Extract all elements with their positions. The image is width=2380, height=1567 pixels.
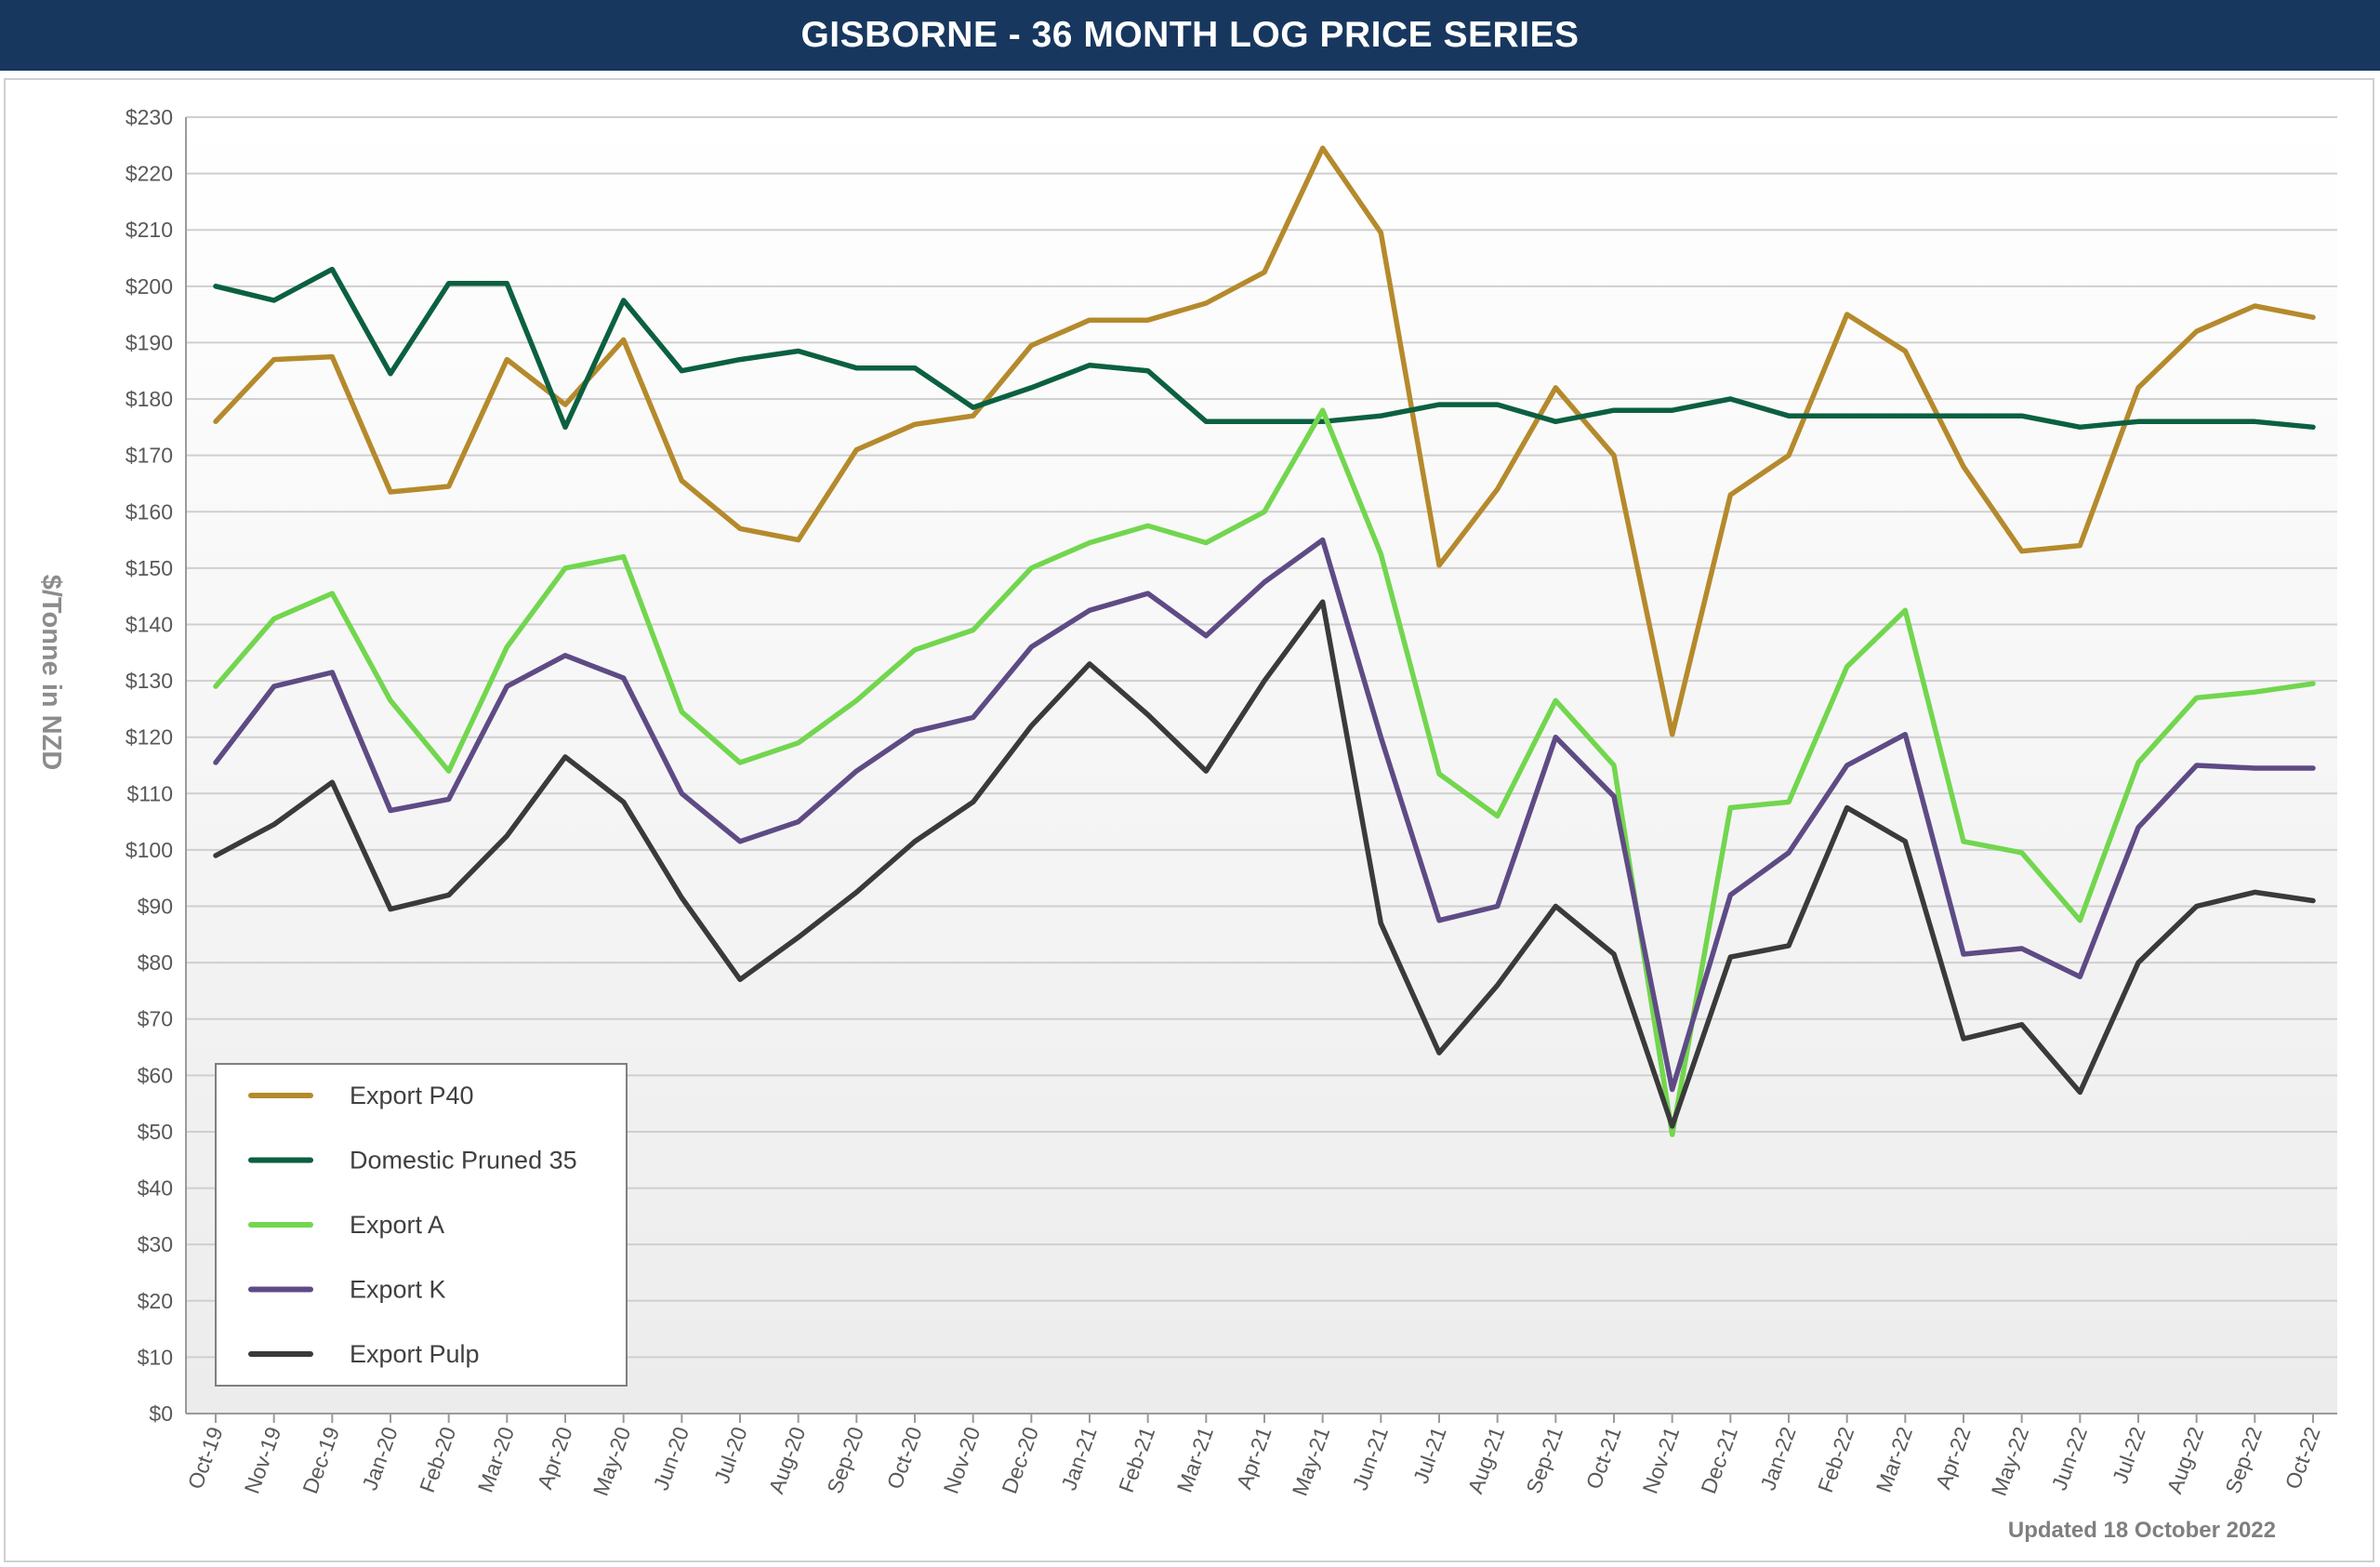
series-line-export-a bbox=[213, 407, 2316, 1137]
y-tick-label: $140 bbox=[126, 612, 173, 636]
x-tick-label: Jul-20 bbox=[709, 1424, 752, 1487]
x-tick-label: Apr-21 bbox=[1232, 1424, 1276, 1493]
x-tick-label: Nov-19 bbox=[240, 1424, 286, 1497]
x-tick-label: Jul-21 bbox=[1408, 1424, 1451, 1487]
y-tick-label: $150 bbox=[126, 556, 173, 580]
x-tick-label: Oct-21 bbox=[1581, 1424, 1626, 1493]
x-tick-label: Jun-21 bbox=[1348, 1424, 1393, 1494]
chart-title-bar: GISBORNE - 36 MONTH LOG PRICE SERIES bbox=[0, 0, 2380, 71]
legend-label: Export A bbox=[350, 1211, 444, 1239]
y-tick-label: $160 bbox=[126, 499, 173, 524]
x-tick-label: Feb-20 bbox=[415, 1424, 460, 1495]
x-tick-label: Aug-21 bbox=[1463, 1424, 1510, 1497]
price-line-chart: $0 $10 $20 $30 $40 $50 $60 $70 $80 $90 $100 $110 $12… bbox=[36, 105, 2337, 1499]
x-tick-label: Mar-21 bbox=[1172, 1424, 1218, 1495]
x-tick-label: Jul-22 bbox=[2108, 1424, 2150, 1487]
x-tick-label: Sep-20 bbox=[822, 1424, 868, 1497]
x-tick-label: May-20 bbox=[588, 1424, 636, 1499]
x-tick-label: Oct-19 bbox=[183, 1424, 228, 1493]
x-tick-label: Jun-22 bbox=[2047, 1424, 2092, 1494]
x-tick-label: Jan-22 bbox=[1755, 1424, 1800, 1494]
y-tick-label: $60 bbox=[138, 1063, 173, 1087]
y-tick-label: $180 bbox=[126, 387, 173, 411]
x-tick-label: Sep-22 bbox=[2220, 1424, 2267, 1497]
y-tick-label: $10 bbox=[138, 1345, 173, 1369]
y-tick-label: $0 bbox=[149, 1401, 173, 1426]
x-tick-label: Oct-20 bbox=[882, 1424, 927, 1493]
series-line-domestic-pruned-35 bbox=[213, 266, 2316, 431]
y-tick-label: $50 bbox=[138, 1120, 173, 1144]
x-tick-label: Dec-21 bbox=[1696, 1424, 1742, 1497]
legend-label: Export P40 bbox=[350, 1082, 474, 1109]
x-tick-label: Sep-21 bbox=[1521, 1424, 1567, 1497]
x-tick-label: Mar-20 bbox=[473, 1424, 519, 1495]
y-tick-label: $30 bbox=[138, 1232, 173, 1256]
y-tick-label: $200 bbox=[126, 274, 173, 299]
y-tick-label: $190 bbox=[126, 330, 173, 354]
x-tick-label: Jan-20 bbox=[357, 1424, 402, 1494]
series-line-export-k bbox=[213, 537, 2316, 1093]
y-tick-label: $70 bbox=[138, 1007, 173, 1031]
x-tick-label: Apr-22 bbox=[1931, 1424, 1976, 1493]
x-tick-label: Nov-21 bbox=[1638, 1424, 1685, 1497]
x-tick-label: Oct-22 bbox=[2281, 1424, 2325, 1493]
y-tick-label: $110 bbox=[127, 781, 173, 805]
x-tick-label: Mar-22 bbox=[1871, 1424, 1917, 1495]
series-line-export-p40 bbox=[213, 145, 2316, 737]
chart-title: GISBORNE - 36 MONTH LOG PRICE SERIES bbox=[800, 15, 1580, 55]
y-tick-label: $130 bbox=[126, 669, 173, 693]
x-tick-label: Jan-21 bbox=[1056, 1424, 1101, 1494]
x-tick-label: Dec-19 bbox=[298, 1424, 344, 1497]
y-tick-label: $120 bbox=[126, 725, 173, 750]
x-tick-label: Nov-20 bbox=[939, 1424, 985, 1497]
y-tick-label: $90 bbox=[138, 895, 173, 919]
updated-note: Updated 18 October 2022 bbox=[2007, 1518, 2276, 1543]
x-tick-label: Aug-20 bbox=[764, 1424, 811, 1497]
y-tick-label: $210 bbox=[126, 218, 173, 242]
x-tick-label: Feb-22 bbox=[1813, 1424, 1858, 1495]
chart-frame: $0 $10 $20 $30 $40 $50 $60 $70 $80 $90 $100 $110 $12… bbox=[4, 78, 2374, 1562]
x-tick-label: Feb-21 bbox=[1114, 1424, 1159, 1495]
y-axis-label: $/Tonne in NZD bbox=[36, 575, 66, 771]
y-tick-label: $230 bbox=[126, 105, 173, 129]
x-tick-label: Jun-20 bbox=[649, 1424, 694, 1494]
y-tick-label: $80 bbox=[138, 950, 173, 975]
x-tick-label: Dec-20 bbox=[997, 1424, 1043, 1497]
legend-label: Export Pulp bbox=[350, 1340, 480, 1368]
legend-label: Export K bbox=[350, 1276, 446, 1304]
series-line-export-pulp bbox=[213, 599, 2316, 1129]
y-tick-label: $20 bbox=[138, 1289, 173, 1313]
x-tick-label: Aug-22 bbox=[2162, 1424, 2209, 1497]
legend-label: Domestic Pruned 35 bbox=[350, 1147, 577, 1175]
y-tick-label: $40 bbox=[138, 1176, 173, 1201]
x-tick-label: May-21 bbox=[1288, 1424, 1335, 1499]
y-tick-label: $170 bbox=[126, 444, 173, 468]
y-tick-label: $220 bbox=[126, 162, 173, 186]
y-tick-label: $100 bbox=[126, 838, 173, 862]
x-tick-label: May-22 bbox=[1987, 1424, 2034, 1499]
x-tick-label: Apr-20 bbox=[533, 1424, 577, 1493]
